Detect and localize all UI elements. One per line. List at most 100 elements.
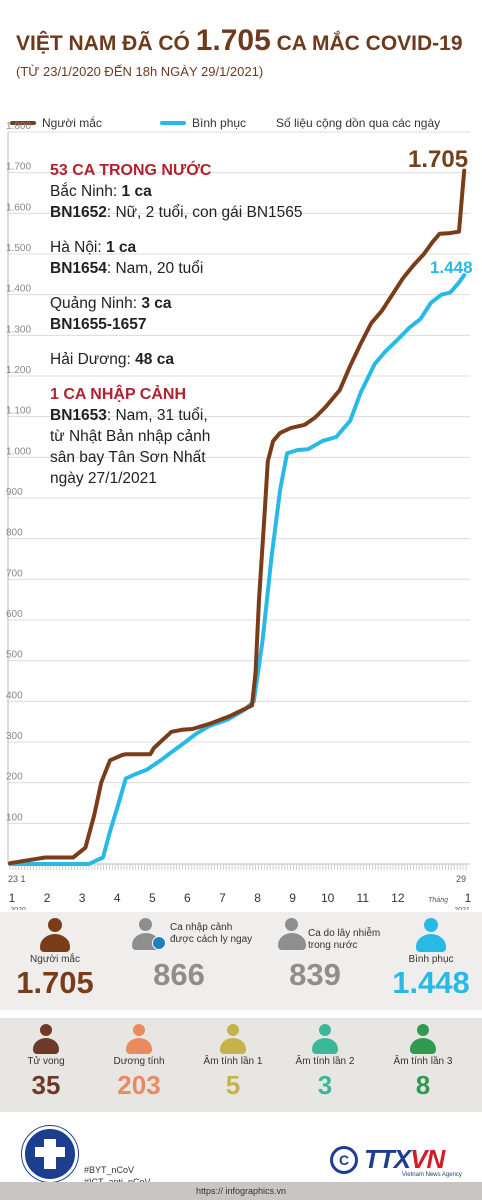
annot-bn1653: BN1653: Nam, 31 tuổi,: [50, 405, 350, 426]
status-neg3: Âm tính lần 3 8: [386, 1024, 460, 1102]
y-axis-ticks: 100 200 300 400 500 600 700 800 900 1.000 1.100 1.2…: [6, 121, 31, 823]
legend-swatch-infected: [10, 121, 36, 125]
bacninh-count: 1 ca: [121, 183, 152, 200]
y-tick-label: 700: [6, 568, 23, 579]
local-label-line2: trong nước: [308, 940, 358, 951]
month-word-label: Tháng: [428, 897, 448, 904]
legend-note-text: Số liệu cộng dồn qua các ngày: [276, 116, 441, 130]
source-url[interactable]: https:// infographics.vn: [0, 1182, 482, 1200]
annot-quangninh: Quảng Ninh: 3 ca: [50, 293, 350, 314]
title-number: 1.705: [195, 24, 271, 57]
person-globe-icon: [132, 918, 166, 952]
cases-annotation: 53 CA TRONG NƯỚC Bắc Ninh: 1 ca BN1652: …: [50, 160, 350, 489]
chart-legend: Người mắc Bình phục Số liệu cộng dồn qua…: [0, 116, 482, 134]
positive-value: 203: [117, 1070, 161, 1100]
month-label: 2: [44, 891, 51, 905]
stat-recovered-value: 1.448: [392, 965, 470, 1000]
legend-swatch-recovered: [160, 121, 186, 125]
deaths-label: Tử vong: [27, 1056, 65, 1067]
status-deaths: Tử vong 35: [16, 1024, 76, 1102]
stat-infected-value: 1.705: [16, 965, 94, 1000]
ttxvn-logo: TTXVN: [364, 1144, 445, 1175]
status-positive: Dương tính 203: [104, 1024, 174, 1102]
legend-label-recovered: Bình phục: [192, 116, 247, 130]
local-label-line1: Ca do lây nhiễm: [308, 928, 381, 939]
status-neg2: Âm tính lần 2 3: [288, 1024, 362, 1102]
chart-grid: [7, 131, 470, 864]
person-icon: [278, 918, 306, 952]
month-label: 7: [219, 891, 226, 905]
month-label: 11: [357, 891, 370, 905]
neg1-value: 5: [225, 1070, 241, 1100]
title-pre: VIỆT NAM ĐÃ CÓ: [16, 32, 190, 55]
month-label: 3: [79, 891, 86, 905]
y-tick-label: 1.700: [6, 162, 31, 173]
y-tick-label: 600: [6, 609, 23, 620]
y-tick-label: 1.800: [6, 121, 31, 132]
legend-item-infected: Người mắc: [10, 116, 102, 130]
deaths-value: 35: [31, 1070, 61, 1100]
y-tick-label: 1.100: [6, 406, 31, 417]
y-tick-label: 200: [6, 772, 23, 783]
x-axis: 23 129123456789101112120202021Tháng: [8, 863, 472, 910]
person-icon: [416, 918, 446, 954]
legend-item-recovered: Bình phục: [160, 116, 246, 130]
bn1653-desc2: từ Nhật Bản nhập cảnh: [50, 428, 211, 445]
neg3-label: Âm tính lần 3: [393, 1056, 453, 1067]
year-start-label: 2020: [9, 907, 26, 910]
y-tick-label: 400: [6, 690, 23, 701]
person-icon: [410, 1024, 436, 1056]
bn1654-desc: : Nam, 20 tuổi: [106, 260, 204, 277]
domestic-heading: 53 CA TRONG NƯỚC: [50, 162, 212, 179]
hanoi-count: 1 ca: [106, 239, 137, 256]
cumulative-cases-chart: 100 200 300 400 500 600 700 800 900 1.000 1.100 1.2…: [6, 121, 472, 910]
series-line-recovered: [8, 273, 467, 866]
hanoi-place: Hà Nội:: [50, 239, 102, 256]
bn1653-desc4: ngày 27/1/2021: [50, 470, 157, 487]
month-label: 10: [321, 891, 335, 905]
agency-name: Vietnam News Agency: [402, 1172, 462, 1178]
hashtag-byt[interactable]: #BYT_nCoV: [84, 1165, 135, 1175]
bacninh-place: Bắc Ninh:: [50, 183, 118, 200]
neg1-label: Âm tính lần 1: [203, 1056, 263, 1067]
neg3-value: 8: [415, 1070, 431, 1100]
end-label-infected: 1.705: [408, 146, 469, 173]
month-label: 12: [391, 891, 405, 905]
stat-imported-label: Ca nhập cảnh được cách ly ngay: [170, 922, 252, 946]
person-icon: [312, 1024, 338, 1056]
y-tick-label: 1.000: [6, 446, 31, 457]
quangninh-place: Quảng Ninh:: [50, 295, 138, 312]
title-post: CA MẮC COVID-19: [276, 32, 463, 55]
haiduong-count: 48 ca: [135, 351, 174, 368]
stat-local-value: 839: [289, 957, 341, 992]
stat-imported-value: 866: [153, 957, 205, 992]
neg2-label: Âm tính lần 2: [295, 1056, 355, 1067]
imported-label-line2: được cách ly ngay: [170, 934, 253, 945]
stat-recovered-label: Bình phục: [408, 954, 454, 965]
positive-label: Dương tính: [113, 1056, 165, 1067]
y-tick-label: 800: [6, 528, 23, 539]
stat-recovered: Bình phục 1.448: [382, 918, 480, 1000]
stat-local-label: Ca do lây nhiễm trong nước: [308, 928, 380, 952]
month-label: 6: [184, 891, 191, 905]
y-tick-label: 500: [6, 650, 23, 661]
annot-bn1654: BN1654: Nam, 20 tuổi: [50, 258, 350, 279]
y-tick-label: 300: [6, 731, 23, 742]
annot-bn1655: BN1655-1657: [50, 314, 350, 335]
bn1654-id: BN1654: [50, 260, 107, 277]
person-icon: [33, 1024, 59, 1056]
person-icon: [40, 918, 70, 954]
import-heading: 1 CA NHẬP CẢNH: [50, 386, 187, 403]
bn1653-desc3: sân bay Tân Sơn Nhất: [50, 449, 206, 466]
month-label: 9: [289, 891, 296, 905]
month-label: 1: [9, 891, 16, 905]
neg2-value: 3: [317, 1070, 333, 1100]
stat-infected-label: Người mắc: [30, 954, 80, 965]
end-label-recovered: 1.448: [430, 258, 473, 277]
brand-vn: VN: [410, 1144, 445, 1174]
x-end-label: 29: [456, 874, 466, 884]
annot-bacninh: Bắc Ninh: 1 ca: [50, 181, 350, 202]
y-tick-label: 900: [6, 487, 23, 498]
y-tick-label: 1.500: [6, 243, 31, 254]
bn1653-id: BN1653: [50, 407, 107, 424]
